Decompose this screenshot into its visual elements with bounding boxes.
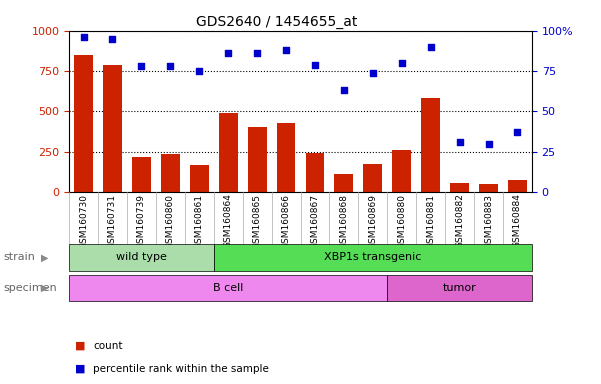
Text: GSM160861: GSM160861 (195, 194, 204, 248)
Bar (421, 98, 440, 192)
Bar (450, 183, 469, 192)
Point (165, 63, 175, 69)
Bar (335, 174, 353, 192)
Point (79, 34, 88, 40)
Text: GSM160860: GSM160860 (166, 194, 175, 248)
Bar (74, 55, 93, 192)
Point (484, 141, 493, 147)
Bar (190, 165, 209, 192)
Point (108, 36, 117, 42)
Text: wild type: wild type (116, 252, 167, 262)
Point (281, 47, 291, 53)
Bar (214, 244, 532, 271)
Text: GSM160739: GSM160739 (137, 194, 146, 248)
Bar (219, 113, 237, 192)
Text: GSM160880: GSM160880 (397, 194, 406, 248)
Text: GSM160881: GSM160881 (426, 194, 435, 248)
Bar (305, 153, 325, 192)
Bar (248, 127, 266, 192)
Text: ■: ■ (75, 364, 85, 374)
Bar (387, 275, 532, 301)
Bar (161, 154, 180, 192)
Point (136, 63, 146, 69)
Text: GSM160869: GSM160869 (368, 194, 377, 248)
Text: GSM160730: GSM160730 (79, 194, 88, 248)
Point (397, 60, 406, 66)
Text: GSM160864: GSM160864 (224, 194, 233, 248)
Text: GSM160883: GSM160883 (484, 194, 493, 248)
Text: GSM160867: GSM160867 (311, 194, 320, 248)
Text: ▶: ▶ (41, 283, 48, 293)
Text: GSM160882: GSM160882 (455, 194, 464, 248)
Text: GSM160865: GSM160865 (252, 194, 261, 248)
Text: B cell: B cell (213, 283, 243, 293)
Bar (508, 180, 527, 192)
Point (252, 50, 262, 56)
Text: GDS2640 / 1454655_at: GDS2640 / 1454655_at (196, 15, 357, 29)
Text: ■: ■ (75, 341, 85, 351)
Point (310, 61, 320, 68)
Bar (132, 157, 151, 192)
Text: ▶: ▶ (41, 252, 48, 262)
Point (455, 139, 465, 145)
Point (339, 87, 349, 93)
Text: GSM160868: GSM160868 (340, 194, 349, 248)
Bar (69, 244, 214, 271)
Bar (479, 184, 498, 192)
Text: GSM160731: GSM160731 (108, 194, 117, 248)
Text: XBP1s transgenic: XBP1s transgenic (324, 252, 421, 262)
Bar (69, 275, 387, 301)
Bar (103, 65, 122, 192)
Text: GSM160884: GSM160884 (513, 194, 522, 248)
Point (224, 50, 233, 56)
Point (426, 44, 436, 50)
Text: GSM160866: GSM160866 (281, 194, 290, 248)
Bar (276, 122, 296, 192)
Bar (364, 164, 382, 192)
Text: count: count (93, 341, 123, 351)
Text: tumor: tumor (443, 283, 477, 293)
Point (195, 68, 204, 74)
Point (513, 129, 522, 136)
Bar (392, 150, 411, 192)
Text: percentile rank within the sample: percentile rank within the sample (93, 364, 269, 374)
Text: strain: strain (3, 252, 35, 262)
Point (368, 70, 377, 76)
Text: specimen: specimen (3, 283, 56, 293)
